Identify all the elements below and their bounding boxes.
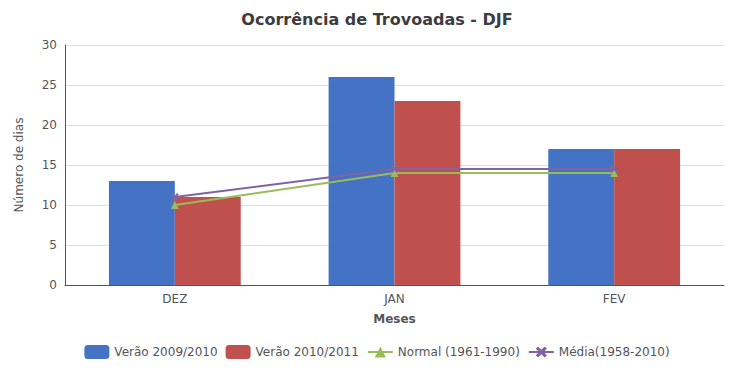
svg-text:Meses: Meses [373,312,416,326]
svg-text:25: 25 [42,78,57,92]
svg-text:Média(1958-2010): Média(1958-2010) [559,345,670,359]
svg-text:Normal (1961-1990): Normal (1961-1990) [398,345,520,359]
svg-text:Verão 2009/2010: Verão 2009/2010 [114,345,217,359]
svg-text:0: 0 [49,278,57,292]
svg-text:Ocorrência de Trovoadas - DJF: Ocorrência de Trovoadas - DJF [241,10,512,29]
svg-text:30: 30 [42,38,57,52]
svg-text:Número de dias: Número de dias [12,118,26,213]
svg-text:15: 15 [42,158,57,172]
svg-text:10: 10 [42,198,57,212]
svg-text:5: 5 [49,238,57,252]
svg-text:20: 20 [42,118,57,132]
svg-text:DEZ: DEZ [162,292,187,306]
svg-text:Verão 2010/2011: Verão 2010/2011 [256,345,359,359]
svg-text:FEV: FEV [603,292,626,306]
svg-text:JAN: JAN [383,292,405,306]
